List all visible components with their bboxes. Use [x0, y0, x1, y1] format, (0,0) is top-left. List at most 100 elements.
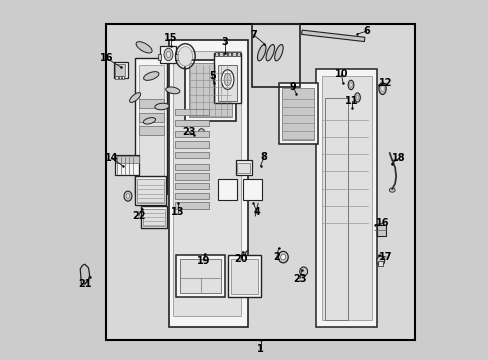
Ellipse shape: [388, 188, 394, 192]
Text: 4: 4: [253, 207, 260, 217]
Ellipse shape: [166, 51, 170, 58]
Bar: [180, 259, 221, 293]
Bar: [282, 88, 314, 140]
Bar: [139, 99, 163, 108]
Bar: [115, 155, 139, 175]
Bar: [139, 126, 163, 135]
Text: 17: 17: [379, 252, 392, 262]
Ellipse shape: [278, 251, 287, 263]
Bar: [106, 24, 414, 339]
Text: 11: 11: [345, 96, 358, 106]
Bar: [176, 255, 224, 297]
Ellipse shape: [143, 72, 159, 80]
Text: 22: 22: [132, 211, 145, 221]
Bar: [174, 120, 208, 126]
Bar: [227, 52, 231, 56]
Text: 23: 23: [182, 127, 195, 136]
Text: 16: 16: [100, 53, 113, 63]
FancyArrow shape: [301, 30, 364, 41]
Ellipse shape: [257, 45, 265, 61]
Bar: [139, 113, 163, 122]
Text: 6: 6: [362, 26, 369, 36]
Bar: [236, 52, 239, 56]
Bar: [174, 141, 208, 148]
Bar: [174, 173, 208, 180]
Bar: [378, 261, 383, 266]
Ellipse shape: [354, 93, 360, 102]
Bar: [174, 183, 208, 189]
Bar: [278, 83, 317, 144]
Bar: [122, 76, 124, 79]
Bar: [185, 60, 235, 121]
Ellipse shape: [347, 80, 353, 90]
Text: 7: 7: [249, 30, 256, 40]
Text: 20: 20: [234, 254, 247, 264]
Bar: [143, 209, 164, 226]
Bar: [235, 160, 251, 175]
Text: 9: 9: [289, 82, 296, 92]
Text: 5: 5: [208, 71, 215, 81]
Bar: [160, 45, 176, 63]
Bar: [188, 63, 231, 117]
Text: 14: 14: [105, 153, 118, 163]
Bar: [139, 65, 163, 191]
Ellipse shape: [143, 118, 155, 124]
Bar: [174, 163, 208, 170]
Bar: [174, 131, 208, 137]
Ellipse shape: [349, 83, 351, 87]
Ellipse shape: [165, 87, 180, 94]
Bar: [237, 163, 249, 173]
Bar: [242, 179, 262, 200]
Text: 3: 3: [221, 37, 228, 47]
Bar: [174, 109, 208, 116]
Bar: [115, 76, 117, 79]
Text: 12: 12: [379, 78, 392, 88]
Bar: [172, 51, 241, 316]
Text: 1: 1: [257, 344, 264, 354]
Text: 2: 2: [273, 252, 280, 262]
Bar: [158, 54, 161, 60]
Ellipse shape: [126, 194, 129, 199]
Bar: [174, 202, 208, 209]
Bar: [174, 193, 208, 199]
Bar: [140, 206, 167, 228]
Ellipse shape: [155, 103, 169, 110]
Ellipse shape: [198, 129, 204, 136]
Bar: [115, 64, 125, 76]
Ellipse shape: [265, 45, 274, 61]
Text: 13: 13: [171, 207, 184, 217]
Text: 18: 18: [391, 153, 405, 163]
Bar: [169, 40, 247, 327]
Bar: [217, 179, 237, 200]
Bar: [251, 24, 300, 87]
Bar: [215, 52, 218, 56]
Bar: [116, 156, 139, 163]
Ellipse shape: [274, 45, 283, 61]
Bar: [376, 225, 386, 235]
Bar: [175, 54, 178, 60]
Ellipse shape: [124, 191, 132, 201]
Bar: [316, 69, 376, 327]
Text: 19: 19: [196, 256, 209, 266]
Ellipse shape: [280, 254, 285, 260]
Ellipse shape: [163, 48, 173, 61]
Polygon shape: [80, 264, 89, 284]
Ellipse shape: [221, 70, 233, 89]
Bar: [135, 58, 167, 194]
Ellipse shape: [380, 85, 384, 92]
Bar: [232, 52, 235, 56]
Ellipse shape: [129, 93, 141, 102]
Ellipse shape: [376, 256, 384, 265]
Ellipse shape: [136, 42, 152, 53]
Bar: [135, 176, 165, 205]
Ellipse shape: [224, 73, 231, 86]
Bar: [219, 52, 222, 56]
Bar: [223, 52, 226, 56]
Text: 15: 15: [164, 33, 177, 43]
Text: 23: 23: [293, 274, 306, 284]
Bar: [321, 76, 371, 320]
Bar: [325, 98, 348, 320]
Bar: [217, 65, 237, 101]
Bar: [214, 53, 241, 103]
Ellipse shape: [355, 95, 358, 100]
